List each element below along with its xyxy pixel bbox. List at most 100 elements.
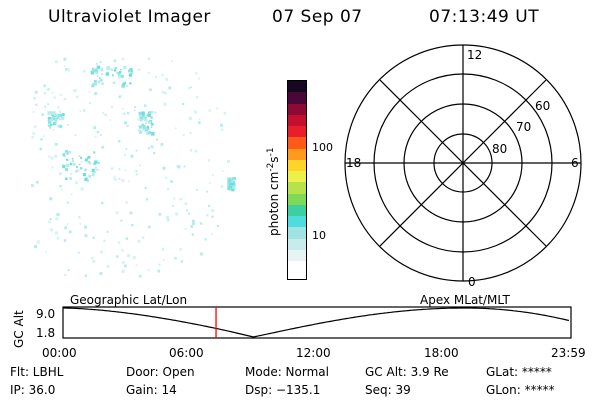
uv-pixel — [99, 77, 101, 79]
uv-pixel — [123, 65, 127, 69]
uv-pixel — [208, 182, 211, 184]
uv-pixel — [87, 155, 91, 159]
uv-pixel — [111, 106, 114, 109]
uv-pixel — [179, 197, 182, 201]
uv-pixel — [91, 173, 95, 177]
uv-pixel — [118, 95, 121, 99]
uv-pixel — [141, 113, 145, 117]
uv-pixel — [34, 91, 38, 94]
uv-pixel — [175, 127, 177, 130]
uv-pixel — [156, 138, 159, 141]
time-tick-2359: 23:59 — [551, 346, 586, 360]
uv-pixel — [190, 86, 192, 89]
uv-pixel — [139, 118, 143, 122]
uv-pixel — [56, 115, 59, 118]
uv-pixel — [92, 67, 95, 71]
uv-pixel — [121, 57, 125, 61]
uv-pixel — [36, 240, 40, 244]
uv-pixel — [114, 66, 117, 70]
uv-pixel — [110, 68, 114, 72]
uv-pixel — [63, 65, 66, 67]
uv-pixel — [143, 126, 146, 129]
uv-pixel — [161, 73, 164, 77]
uv-pixel — [167, 187, 169, 190]
uv-pixel — [138, 125, 142, 129]
uv-pixel — [47, 116, 52, 121]
uv-pixel — [123, 112, 126, 116]
uv-pixel — [62, 164, 66, 168]
uv-pixel — [174, 256, 177, 260]
uv-pixel — [53, 115, 56, 117]
uv-pixel — [43, 84, 46, 88]
uv-pixel — [84, 158, 88, 162]
uv-pixel — [230, 178, 233, 180]
time-tick-1200: 12:00 — [296, 346, 331, 360]
colorbar-unit-mid: s — [267, 156, 281, 163]
uv-pixel — [95, 69, 98, 72]
mlt-label-12: 12 — [467, 48, 482, 62]
uv-pixel — [221, 170, 224, 172]
colorbar-segment — [288, 204, 306, 216]
uv-pixel — [92, 69, 96, 73]
apex-mlat-title: Apex MLat/MLT — [420, 293, 510, 307]
uv-pixel — [158, 263, 161, 266]
uv-pixel — [162, 166, 166, 170]
uv-pixel — [135, 264, 138, 267]
uv-pixel — [94, 135, 97, 138]
status-dsp: Dsp: −135.1 — [245, 383, 321, 397]
uv-pixel — [123, 81, 127, 85]
uv-pixel — [75, 170, 78, 173]
time-label: 07:13:49 UT — [429, 7, 540, 27]
uv-pixel — [172, 205, 174, 207]
uv-pixel — [82, 173, 87, 177]
uv-pixel — [125, 148, 128, 150]
uv-pixel — [148, 112, 151, 114]
uv-pixel — [117, 241, 121, 244]
color-bar — [287, 80, 307, 280]
uv-pixel — [158, 212, 162, 216]
uv-pixel — [133, 109, 136, 112]
uv-pixel — [150, 116, 153, 119]
uv-pixel — [160, 143, 164, 146]
uv-pixel — [100, 68, 104, 72]
uv-pixel — [142, 127, 145, 131]
uv-pixel — [191, 219, 195, 223]
uv-pixel — [143, 104, 147, 107]
uv-pixel — [126, 125, 129, 127]
uv-pixel — [80, 156, 83, 159]
gc-alt-axis-label: GC Alt — [12, 310, 26, 348]
uv-pixel — [39, 147, 43, 151]
colorbar-unit-sup2: -1 — [266, 147, 276, 157]
colorbar-segment — [288, 261, 306, 279]
uv-pixel — [197, 121, 201, 125]
uv-pixel — [189, 149, 193, 152]
uv-pixel — [82, 69, 86, 73]
uv-pixel — [75, 181, 78, 184]
uv-pixel — [175, 212, 179, 216]
uv-pixel — [63, 154, 66, 157]
uv-pixel — [231, 182, 234, 186]
uv-pixel — [33, 125, 37, 128]
uv-pixel — [138, 68, 141, 71]
uv-pixel — [64, 273, 67, 277]
uv-pixel — [149, 131, 152, 135]
uv-pixel — [49, 197, 53, 201]
uv-pixel — [58, 172, 63, 176]
uv-pixel — [145, 198, 149, 201]
uv-pixel — [184, 228, 187, 230]
uv-pixel — [48, 155, 51, 158]
uv-pixel — [47, 88, 50, 91]
uv-pixel — [47, 111, 51, 115]
uv-pixel — [140, 117, 143, 120]
uv-pixel — [96, 65, 101, 69]
uv-pixel — [167, 219, 170, 222]
uv-pixel — [144, 116, 147, 119]
colorbar-segment — [288, 103, 306, 115]
altitude-curve — [63, 307, 570, 338]
uv-pixel — [223, 111, 227, 115]
uv-pixel — [124, 121, 128, 125]
uv-pixel — [148, 131, 151, 133]
uv-pixel — [70, 173, 73, 176]
uv-pixel — [100, 250, 103, 254]
uv-pixel — [150, 120, 152, 122]
